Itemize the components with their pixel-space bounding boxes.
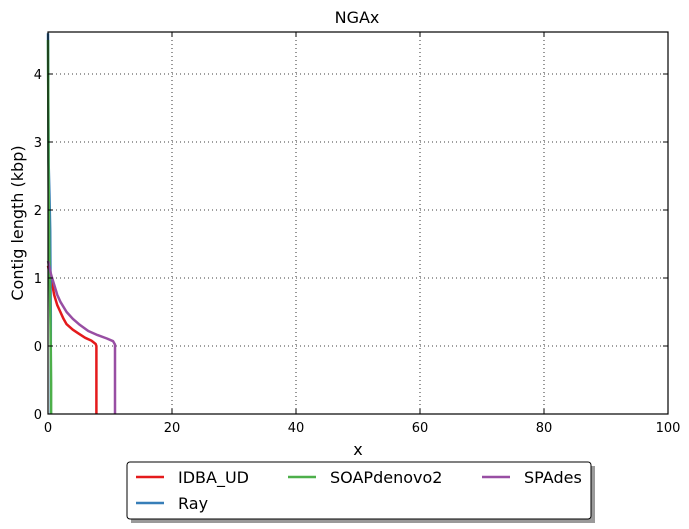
x-tick-label: 100: [656, 421, 681, 436]
y-tick-label: 3: [34, 136, 42, 151]
x-axis-title: x: [353, 440, 362, 459]
chart-title: NGAx: [335, 8, 380, 27]
series-line-idba-ud: [46, 265, 98, 414]
y-tick-label: 0: [34, 408, 42, 423]
legend-box: [126, 461, 592, 520]
legend-label: SPAdes: [524, 468, 582, 487]
legend: IDBA_UD Ray SOAPdenovo2 SPAdes: [126, 461, 595, 523]
x-tick-label: 0: [44, 421, 52, 436]
y-axis-title: Contig length (kbp): [8, 145, 27, 300]
x-tick-label: 60: [412, 421, 429, 436]
legend-label: Ray: [178, 494, 208, 513]
legend-label: IDBA_UD: [178, 468, 249, 488]
grid-lines: [48, 32, 668, 414]
y-tick-label: 4: [34, 68, 42, 83]
x-tick-label: 80: [536, 421, 553, 436]
series-line-spades: [46, 260, 117, 414]
plot-frame: [47, 31, 669, 415]
y-tick-label: 1: [34, 272, 42, 287]
x-tick-label: 20: [164, 421, 181, 436]
y-tick-label: 0: [34, 340, 42, 355]
legend-label: SOAPdenovo2: [330, 468, 442, 487]
x-tick-label: 40: [288, 421, 305, 436]
y-tick-label: 2: [34, 204, 42, 219]
